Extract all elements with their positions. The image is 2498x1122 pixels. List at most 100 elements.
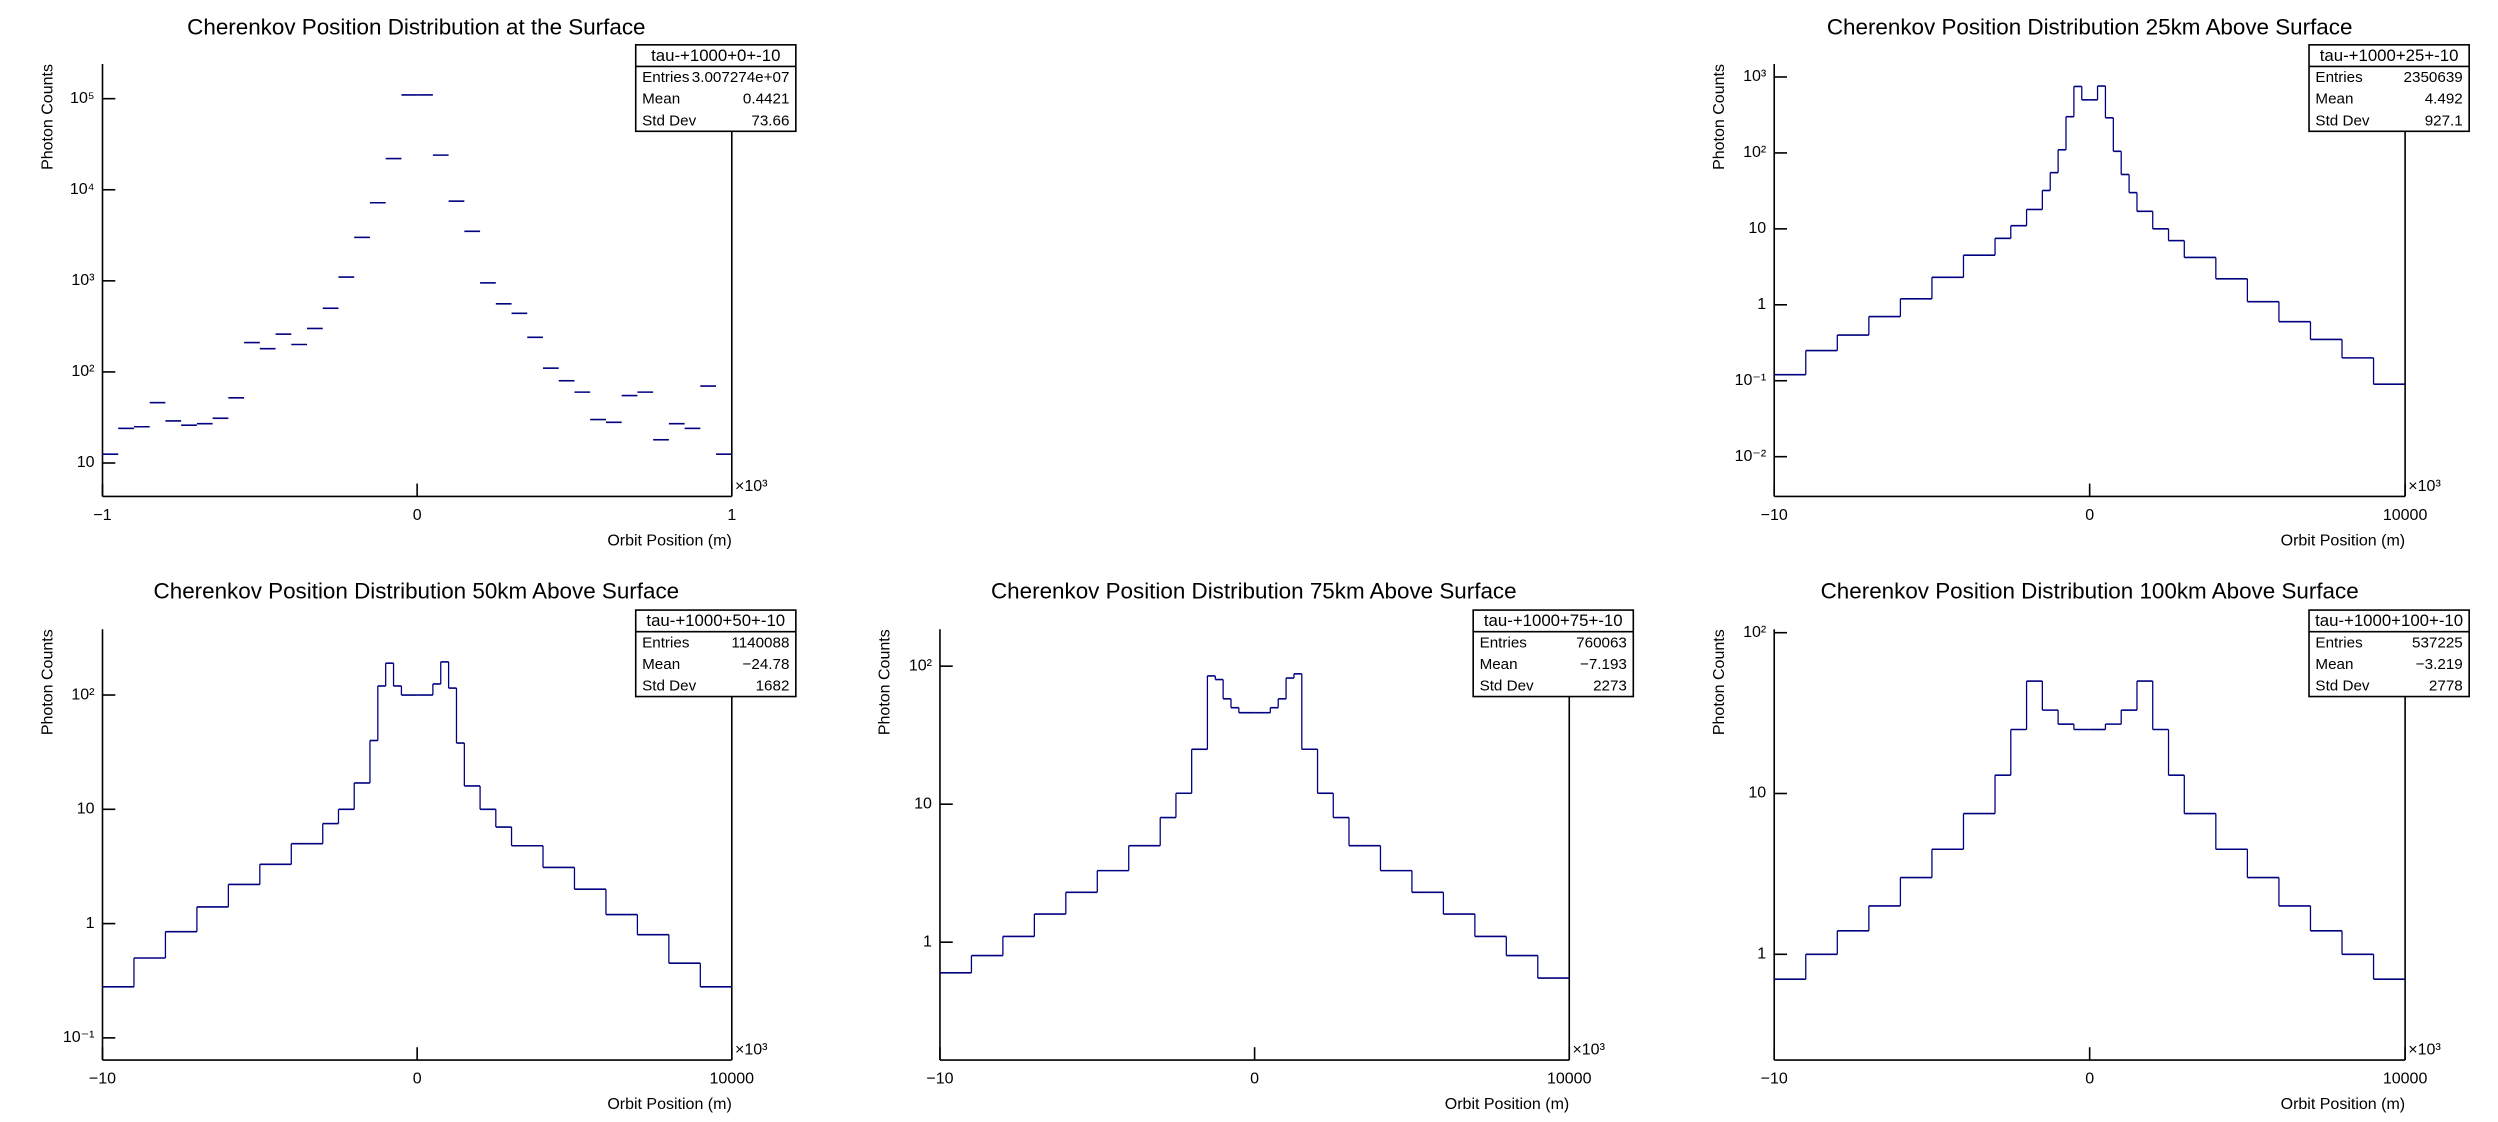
y-tick-label: 1: [923, 933, 932, 950]
x-tick-label: −10: [89, 1070, 116, 1087]
x-multiplier: ×10³: [735, 1042, 768, 1059]
stats-label: Entries: [642, 634, 690, 651]
stats-value: 927.1: [2425, 112, 2463, 129]
y-tick-label: 10²: [71, 686, 95, 703]
chart-panel: 10⁻¹ 1 10 10² −10 0 10000 Cherenkov Position Di…: [39, 578, 797, 1113]
stats-box: [2308, 44, 2470, 133]
stats-label: Std Dev: [2315, 112, 2369, 129]
y-axis-label: Photon Counts: [39, 629, 56, 735]
chart-title: Cherenkov Position Distribution 50km Abo…: [154, 578, 680, 603]
chart-panel: 1 10 10² −10 0 10000 Cherenkov Position Distri…: [1711, 578, 2470, 1113]
y-tick-label: 10⁻¹: [63, 1029, 95, 1046]
x-tick-label: 10000: [1547, 1070, 1592, 1087]
stats-name: tau-+1000+100+-10: [2315, 611, 2463, 630]
x-tick-label: 10000: [2383, 1070, 2428, 1087]
y-tick-label: 10⁴: [70, 181, 95, 198]
stats-label: Mean: [2315, 656, 2353, 673]
y-tick-label: 1: [86, 915, 95, 932]
x-multiplier: ×10³: [1572, 1042, 1605, 1059]
stats-value: 73.66: [751, 112, 789, 129]
x-tick-label: 0: [1250, 1070, 1259, 1087]
y-tick-label: 10²: [1743, 144, 1767, 161]
y-tick-label: 10²: [909, 657, 933, 674]
stats-label: Std Dev: [2315, 678, 2369, 695]
y-axis-label: Photon Counts: [1711, 629, 1728, 735]
stats-label: Mean: [2315, 91, 2353, 108]
x-tick-label: 1: [727, 507, 736, 524]
x-tick-label: −10: [1761, 507, 1788, 524]
y-axis-label: Photon Counts: [877, 629, 894, 735]
stats-name: tau-+1000+50+-10: [646, 611, 785, 630]
y-tick-label: 10: [77, 454, 95, 471]
x-axis-label: Orbit Position (m): [1445, 1096, 1569, 1113]
stats-label: Entries: [2315, 69, 2363, 86]
chart-panel: 10⁻² 10⁻¹ 1 10 10² 10³ −10 0 10000 Cherenkov Posi…: [1711, 15, 2470, 549]
y-tick-label: 10²: [1743, 624, 1767, 641]
stats-box: [2308, 609, 2470, 698]
stats-value: 4.492: [2425, 91, 2463, 108]
stats-value: 760063: [1576, 634, 1627, 651]
stats-label: Std Dev: [642, 112, 696, 129]
stats-name: tau-+1000+75+-10: [1484, 611, 1623, 630]
y-tick-label: 10: [1748, 785, 1766, 802]
y-tick-label: 10²: [71, 363, 95, 380]
stats-value: 1682: [756, 678, 790, 695]
y-tick-label: 10³: [1743, 68, 1767, 85]
x-axis-label: Orbit Position (m): [2281, 532, 2405, 549]
y-axis-label: Photon Counts: [1711, 64, 1728, 170]
stats-value: 2273: [1593, 678, 1627, 695]
x-multiplier: ×10³: [735, 478, 768, 495]
chart-title: Cherenkov Position Distribution 75km Abo…: [991, 578, 1517, 603]
stats-value: 2350639: [2404, 69, 2463, 86]
x-multiplier: ×10³: [2408, 1042, 2441, 1059]
stats-label: Mean: [1480, 656, 1518, 673]
stats-box: [1472, 609, 1635, 698]
x-tick-label: 0: [2085, 1070, 2094, 1087]
stats-label: Entries: [642, 69, 690, 86]
y-tick-label: 10: [914, 795, 932, 812]
x-tick-label: −10: [926, 1070, 953, 1087]
y-tick-label: 10⁻¹: [1735, 372, 1767, 389]
x-axis-label: Orbit Position (m): [607, 1096, 731, 1113]
chart-title: Cherenkov Position Distribution 100km Ab…: [1821, 578, 2359, 603]
x-tick-label: 0: [2085, 507, 2094, 524]
stats-value: 3.007274e+07: [692, 69, 790, 86]
y-axis-label: Photon Counts: [39, 64, 56, 170]
stats-label: Std Dev: [642, 678, 696, 695]
stats-name: tau-+1000+25+-10: [2320, 46, 2459, 65]
stats-label: Std Dev: [1480, 678, 1534, 695]
chart-title: Cherenkov Position Distribution at the S…: [187, 15, 645, 40]
x-axis-label: Orbit Position (m): [607, 532, 731, 549]
stats-value: 0.4421: [743, 91, 790, 108]
stats-label: Entries: [1480, 634, 1528, 651]
y-tick-label: 10³: [71, 272, 95, 289]
x-multiplier: ×10³: [2408, 478, 2441, 495]
x-axis-label: Orbit Position (m): [2281, 1096, 2405, 1113]
x-tick-label: 0: [413, 1070, 422, 1087]
stats-value: 537225: [2412, 634, 2463, 651]
y-tick-label: 10⁵: [70, 90, 94, 107]
x-tick-label: 10000: [2383, 507, 2428, 524]
stats-value: −24.78: [743, 656, 790, 673]
stats-value: −3.219: [2416, 656, 2463, 673]
stats-box: [634, 44, 797, 133]
x-tick-label: −1: [93, 507, 111, 524]
y-tick-label: 1: [1757, 296, 1766, 313]
stats-label: Mean: [642, 656, 680, 673]
y-tick-label: 10⁻²: [1735, 448, 1767, 465]
x-tick-label: 0: [413, 507, 422, 524]
stats-value: 2778: [2429, 678, 2463, 695]
chart-panel: 10 10² 10³ 10⁴ 10⁵ −1 0 1 Cherenkov Position Dis…: [39, 15, 797, 549]
chart-title: Cherenkov Position Distribution 25km Abo…: [1827, 15, 2353, 40]
stats-value: 1140088: [731, 634, 789, 651]
stats-name: tau-+1000+0+-10: [651, 46, 780, 65]
x-tick-label: −10: [1761, 1070, 1788, 1087]
stats-label: Mean: [642, 91, 680, 108]
y-tick-label: 1: [1757, 946, 1766, 963]
stats-label: Entries: [2315, 634, 2363, 651]
y-tick-label: 10: [1748, 220, 1766, 237]
y-tick-label: 10: [77, 801, 95, 818]
chart-panel: 1 10 10² −10 0 10000 Cherenkov Position Distri…: [877, 578, 1635, 1113]
